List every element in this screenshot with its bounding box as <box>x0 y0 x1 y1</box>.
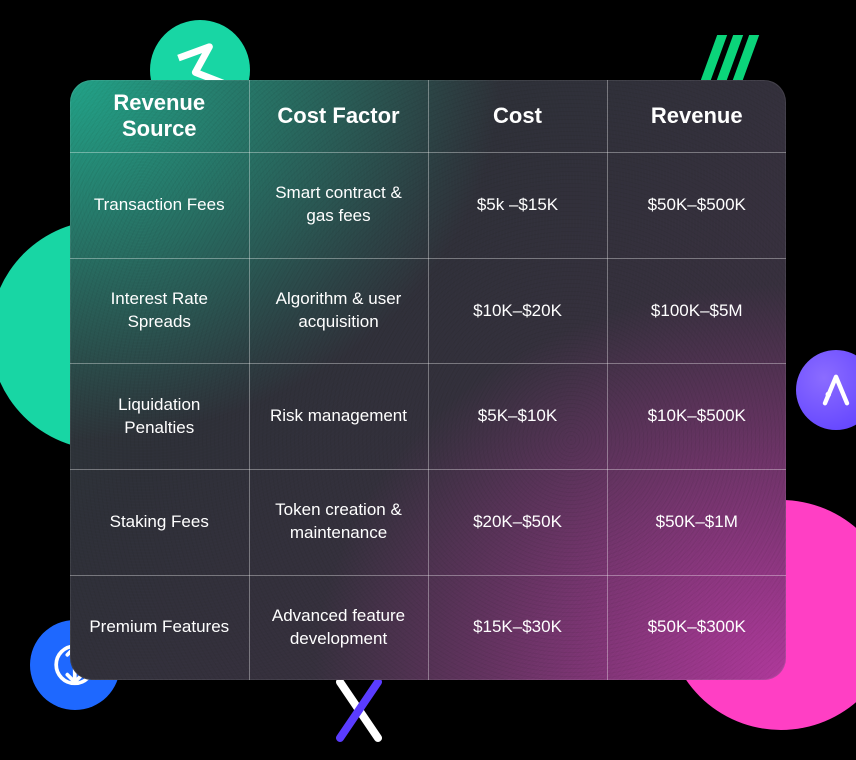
cell-cost: $5K–$10K <box>428 364 607 470</box>
canvas: Revenue Source Cost Factor Cost Revenue … <box>0 0 856 760</box>
cell-revenue: $50K–$1M <box>607 469 786 575</box>
cell-revenue: $10K–$500K <box>607 364 786 470</box>
table-header-row: Revenue Source Cost Factor Cost Revenue <box>70 80 786 153</box>
cell-cost-factor: Risk management <box>249 364 428 470</box>
table-row: Premium Features Advanced feature develo… <box>70 575 786 680</box>
cell-revenue: $50K–$500K <box>607 153 786 259</box>
col-header-revenue: Revenue <box>607 80 786 153</box>
table-row: Staking Fees Token creation & maintenanc… <box>70 469 786 575</box>
decor-circle-purple <box>796 350 856 430</box>
cell-revenue: $100K–$5M <box>607 258 786 364</box>
cell-cost: $15K–$30K <box>428 575 607 680</box>
col-header-cost: Cost <box>428 80 607 153</box>
table-row: Liquidation Penalties Risk management $5… <box>70 364 786 470</box>
cell-revenue-source: Premium Features <box>70 575 249 680</box>
table-row: Transaction Fees Smart contract & gas fe… <box>70 153 786 259</box>
cell-cost-factor: Algorithm & user acquisition <box>249 258 428 364</box>
cell-revenue-source: Liquidation Penalties <box>70 364 249 470</box>
decor-x-icon <box>330 670 390 750</box>
col-header-revenue-source: Revenue Source <box>70 80 249 153</box>
cell-cost-factor: Advanced feature development <box>249 575 428 680</box>
cell-revenue-source: Staking Fees <box>70 469 249 575</box>
cell-revenue-source: Interest Rate Spreads <box>70 258 249 364</box>
cell-cost: $20K–$50K <box>428 469 607 575</box>
table-row: Interest Rate Spreads Algorithm & user a… <box>70 258 786 364</box>
cell-revenue-source: Transaction Fees <box>70 153 249 259</box>
col-header-cost-factor: Cost Factor <box>249 80 428 153</box>
cell-cost: $10K–$20K <box>428 258 607 364</box>
cell-cost-factor: Token creation & maintenance <box>249 469 428 575</box>
aave-a-icon <box>814 368 856 412</box>
cell-cost: $5k –$15K <box>428 153 607 259</box>
revenue-cost-table-card: Revenue Source Cost Factor Cost Revenue … <box>70 80 786 680</box>
cell-revenue: $50K–$300K <box>607 575 786 680</box>
cell-cost-factor: Smart contract & gas fees <box>249 153 428 259</box>
revenue-cost-table: Revenue Source Cost Factor Cost Revenue … <box>70 80 786 680</box>
